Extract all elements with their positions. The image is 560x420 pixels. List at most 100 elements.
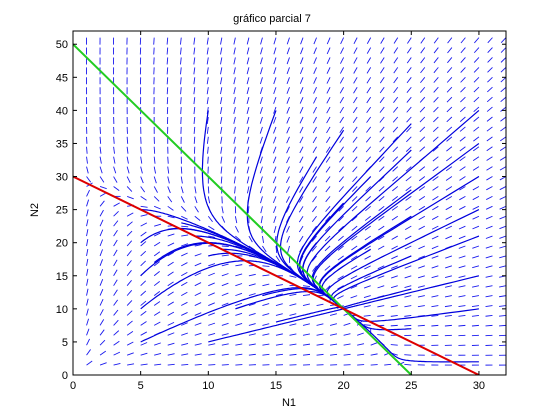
series-line-1: [73, 175, 480, 375]
field-arrow: [337, 295, 344, 300]
field-arrow: [233, 87, 236, 95]
field-arrow: [220, 176, 223, 184]
field-arrow: [326, 126, 331, 134]
field-arrow: [298, 215, 304, 223]
field-arrow: [302, 353, 311, 356]
field-arrow: [313, 77, 317, 84]
field-arrow: [405, 166, 412, 172]
field-arrow: [432, 186, 439, 191]
field-arrow: [234, 225, 239, 233]
field-arrow: [500, 37, 506, 44]
field-arrow: [275, 333, 283, 336]
field-arrow: [485, 305, 493, 307]
field-arrow: [351, 245, 358, 251]
field-arrow: [446, 77, 453, 83]
field-arrow: [446, 67, 453, 73]
field-arrow: [339, 106, 345, 114]
field-arrow: [446, 146, 453, 152]
field-arrow: [312, 196, 317, 203]
field-arrow: [140, 214, 148, 217]
field-arrow: [312, 166, 317, 173]
field-arrow: [248, 343, 256, 346]
field-arrow: [220, 116, 223, 124]
field-arrow: [194, 282, 202, 287]
field-arrow: [113, 202, 120, 207]
field-arrow: [273, 77, 277, 85]
field-arrow: [339, 116, 345, 124]
field-arrow: [180, 116, 182, 125]
field-arrow: [459, 146, 466, 152]
field-arrow: [286, 146, 290, 154]
field-arrow: [447, 37, 453, 44]
field-arrow: [262, 313, 270, 316]
field-arrow: [418, 186, 426, 191]
field-arrow: [287, 245, 290, 253]
field-arrow: [391, 255, 398, 260]
field-arrow: [220, 37, 223, 45]
field-arrow: [431, 275, 439, 279]
field-arrow: [289, 293, 297, 297]
field-arrow: [113, 146, 115, 154]
field-arrow: [181, 215, 188, 220]
field-arrow: [445, 195, 453, 201]
field-arrow: [299, 67, 304, 75]
field-arrow: [431, 215, 439, 220]
field-arrow: [126, 280, 132, 286]
field-arrow: [272, 146, 277, 154]
field-arrow: [246, 166, 250, 174]
field-arrow: [248, 313, 256, 316]
field-arrow: [460, 67, 466, 73]
field-arrow: [370, 364, 378, 366]
field-arrow: [353, 86, 358, 94]
field-arrow: [126, 156, 129, 164]
field-arrow: [365, 146, 372, 153]
field-arrow: [181, 271, 188, 277]
field-arrow: [352, 166, 358, 173]
field-arrow: [392, 186, 399, 192]
field-arrow: [262, 274, 270, 277]
field-arrow: [262, 265, 270, 267]
field-arrow: [86, 278, 89, 286]
field-arrow: [262, 343, 270, 346]
field-arrow: [351, 196, 358, 202]
field-arrow: [300, 47, 304, 55]
field-arrow: [299, 196, 304, 203]
field-arrow: [445, 235, 453, 240]
field-arrow: [417, 295, 425, 298]
field-arrow: [99, 269, 104, 276]
field-arrow: [99, 289, 104, 296]
field-arrow: [365, 205, 371, 212]
field-arrow: [259, 97, 263, 104]
y-tick-label: 20: [56, 238, 68, 250]
field-arrow: [392, 146, 399, 153]
field-arrow: [404, 235, 412, 240]
field-arrow: [472, 215, 480, 220]
field-arrow: [99, 309, 104, 316]
field-arrow: [113, 211, 119, 217]
field-arrow: [233, 126, 236, 134]
field-arrow: [390, 305, 398, 308]
field-arrow: [86, 229, 89, 237]
field-arrow: [193, 47, 196, 55]
field-arrow: [259, 156, 263, 164]
field-arrow: [193, 67, 196, 75]
field-arrow: [406, 57, 412, 64]
field-arrow: [298, 235, 304, 243]
field-arrow: [99, 229, 104, 237]
field-arrow: [378, 215, 385, 221]
field-arrow: [393, 77, 399, 84]
field-arrow: [330, 343, 338, 346]
field-arrow: [472, 195, 480, 201]
field-arrow: [459, 106, 466, 113]
field-arrow: [500, 106, 506, 112]
field-arrow: [298, 225, 304, 233]
field-arrow: [193, 107, 196, 115]
field-arrow: [352, 176, 358, 183]
field-arrow: [246, 77, 250, 85]
field-arrow: [485, 235, 493, 239]
field-arrow: [357, 353, 365, 356]
field-arrow: [299, 116, 304, 124]
field-arrow: [153, 301, 161, 306]
x-tick-label: 25: [405, 380, 417, 392]
field-arrow: [445, 186, 453, 191]
